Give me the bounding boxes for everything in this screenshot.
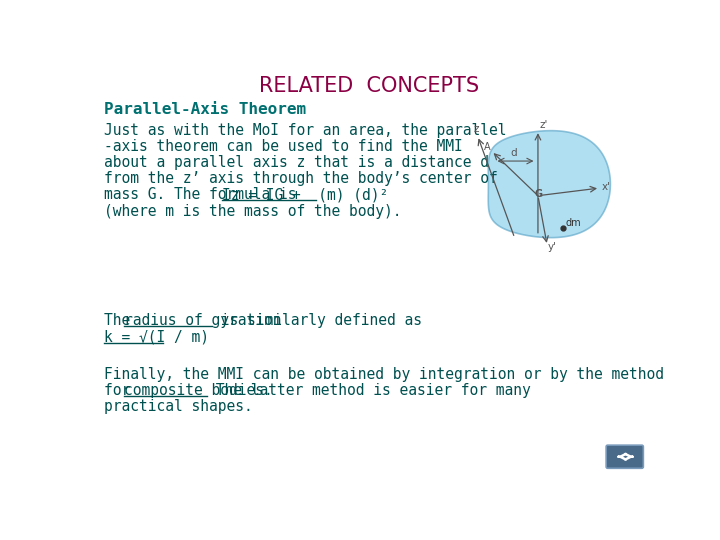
Text: about a parallel axis z that is a distance d: about a parallel axis z that is a distan… [104, 155, 489, 170]
Polygon shape [488, 131, 611, 238]
Text: Just as with the MoI for an area, the parallel: Just as with the MoI for an area, the pa… [104, 123, 506, 138]
Text: from the z’ axis through the body’s center of: from the z’ axis through the body’s cent… [104, 171, 498, 186]
Text: k = √(I / m): k = √(I / m) [104, 330, 209, 345]
Text: -axis theorem can be used to find the MMI: -axis theorem can be used to find the MM… [104, 139, 463, 154]
Text: Finally, the MMI can be obtained by integration or by the method: Finally, the MMI can be obtained by inte… [104, 367, 664, 382]
FancyBboxPatch shape [606, 445, 644, 468]
Text: d: d [510, 147, 518, 158]
Text: mass G. The formula is: mass G. The formula is [104, 187, 314, 202]
Text: The: The [104, 313, 139, 328]
Text: Iz = IG +  (m) (d)²: Iz = IG + (m) (d)² [222, 187, 388, 202]
Text: RELATED  CONCEPTS: RELATED CONCEPTS [259, 76, 479, 96]
Text: A: A [484, 141, 490, 152]
Text: dm: dm [566, 218, 582, 228]
Text: z': z' [539, 120, 548, 130]
Text: radius of gyration: radius of gyration [124, 313, 281, 328]
Text: z: z [474, 124, 479, 134]
Text: The latter method is easier for many: The latter method is easier for many [207, 383, 531, 398]
Text: for: for [104, 383, 139, 398]
Text: practical shapes.: practical shapes. [104, 399, 253, 414]
Text: G: G [535, 189, 543, 199]
Text: is similarly defined as: is similarly defined as [212, 313, 422, 328]
Text: x': x' [601, 181, 611, 192]
Text: y': y' [548, 241, 557, 252]
Text: composite bodies.: composite bodies. [124, 383, 272, 398]
Text: Parallel-Axis Theorem: Parallel-Axis Theorem [104, 102, 306, 117]
Text: (where m is the mass of the body).: (where m is the mass of the body). [104, 204, 402, 219]
